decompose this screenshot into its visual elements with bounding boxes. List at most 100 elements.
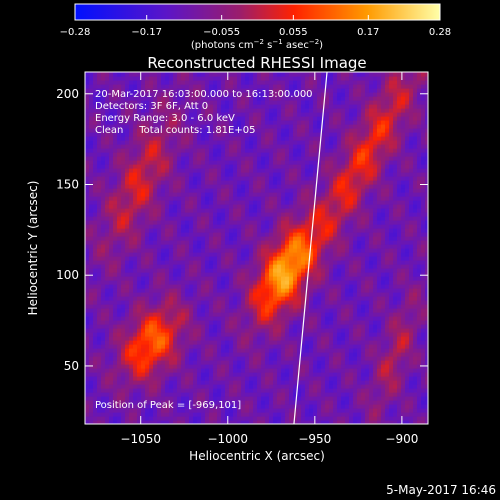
heatmap-cell: [101, 276, 106, 281]
heatmap-cell: [393, 304, 398, 309]
heatmap-cell: [349, 392, 354, 397]
heatmap-cell: [169, 304, 174, 309]
heatmap-cell: [117, 416, 122, 421]
heatmap-cell: [113, 220, 118, 225]
heatmap-cell: [129, 332, 134, 337]
heatmap-cell: [241, 268, 246, 273]
heatmap-cell: [205, 296, 210, 301]
heatmap-cell: [361, 300, 366, 305]
heatmap-cell: [193, 212, 198, 217]
heatmap-cell: [245, 372, 250, 377]
heatmap-cell: [229, 336, 234, 341]
heatmap-cell: [253, 276, 258, 281]
heatmap-cell: [89, 352, 94, 357]
heatmap-cell: [137, 348, 142, 353]
heatmap-cell: [293, 332, 298, 337]
heatmap-cell: [209, 360, 214, 365]
heatmap-cell: [401, 196, 406, 201]
heatmap-cell: [109, 288, 114, 293]
heatmap-cell: [97, 280, 102, 285]
heatmap-cell: [361, 280, 366, 285]
heatmap-cell: [121, 412, 126, 417]
heatmap-cell: [249, 324, 254, 329]
heatmap-cell: [121, 312, 126, 317]
heatmap-cell: [189, 200, 194, 205]
heatmap-cell: [281, 384, 286, 389]
heatmap-cell: [397, 348, 402, 353]
heatmap-cell: [385, 256, 390, 261]
heatmap-cell: [137, 376, 142, 381]
heatmap-cell: [317, 196, 322, 201]
heatmap-cell: [233, 300, 238, 305]
heatmap-cell: [377, 292, 382, 297]
heatmap-cell: [317, 348, 322, 353]
heatmap-cell: [277, 412, 282, 417]
heatmap-cell: [165, 236, 170, 241]
heatmap-cell: [385, 328, 390, 333]
heatmap-cell: [377, 344, 382, 349]
heatmap-cell: [105, 404, 110, 409]
heatmap-cell: [357, 276, 362, 281]
heatmap-cell: [109, 320, 114, 325]
heatmap-cell: [109, 220, 114, 225]
heatmap-cell: [149, 328, 154, 333]
heatmap-cell: [221, 312, 226, 317]
heatmap-cell: [161, 372, 166, 377]
heatmap-cell: [397, 404, 402, 409]
heatmap-cell: [213, 196, 218, 201]
heatmap-cell: [213, 368, 218, 373]
heatmap-cell: [317, 372, 322, 377]
heatmap-cell: [89, 392, 94, 397]
heatmap-cell: [129, 220, 134, 225]
heatmap-cell: [137, 328, 142, 333]
heatmap-cell: [213, 384, 218, 389]
heatmap-cell: [125, 260, 130, 265]
heatmap-cell: [113, 300, 118, 305]
heatmap-cell: [325, 376, 330, 381]
heatmap-cell: [289, 364, 294, 369]
heatmap-cell: [329, 228, 334, 233]
heatmap-cell: [293, 360, 298, 365]
heatmap-cell: [85, 296, 90, 301]
heatmap-cell: [157, 220, 162, 225]
heatmap-cell: [397, 352, 402, 357]
heatmap-cell: [177, 196, 182, 201]
heatmap-cell: [145, 308, 150, 313]
heatmap-cell: [249, 280, 254, 285]
heatmap-cell: [305, 384, 310, 389]
heatmap-cell: [321, 192, 326, 197]
heatmap-cell: [165, 368, 170, 373]
heatmap-cell: [225, 320, 230, 325]
heatmap-cell: [149, 276, 154, 281]
heatmap-cell: [145, 332, 150, 337]
heatmap-cell: [121, 352, 126, 357]
heatmap-cell: [421, 412, 426, 417]
heatmap-cell: [153, 252, 158, 257]
heatmap-cell: [217, 420, 222, 424]
heatmap-cell: [133, 236, 138, 241]
heatmap-cell: [221, 416, 226, 421]
heatmap-cell: [109, 368, 114, 373]
heatmap-cell: [213, 376, 218, 381]
heatmap-cell: [225, 224, 230, 229]
heatmap-cell: [193, 340, 198, 345]
heatmap-cell: [413, 296, 418, 301]
heatmap-cell: [101, 252, 106, 257]
heatmap-cell: [85, 244, 90, 249]
heatmap-cell: [361, 240, 366, 245]
heatmap-cell: [229, 324, 234, 329]
heatmap-cell: [349, 256, 354, 261]
heatmap-cell: [381, 328, 386, 333]
heatmap-cell: [313, 284, 318, 289]
heatmap-cell: [385, 268, 390, 273]
heatmap-cell: [193, 276, 198, 281]
heatmap-cell: [165, 376, 170, 381]
heatmap-cell: [201, 356, 206, 361]
heatmap-cell: [293, 312, 298, 317]
heatmap-cell: [349, 336, 354, 341]
heatmap-cell: [209, 372, 214, 377]
heatmap-cell: [353, 236, 358, 241]
heatmap-cell: [377, 316, 382, 321]
heatmap-cell: [209, 304, 214, 309]
heatmap-cell: [245, 240, 250, 245]
